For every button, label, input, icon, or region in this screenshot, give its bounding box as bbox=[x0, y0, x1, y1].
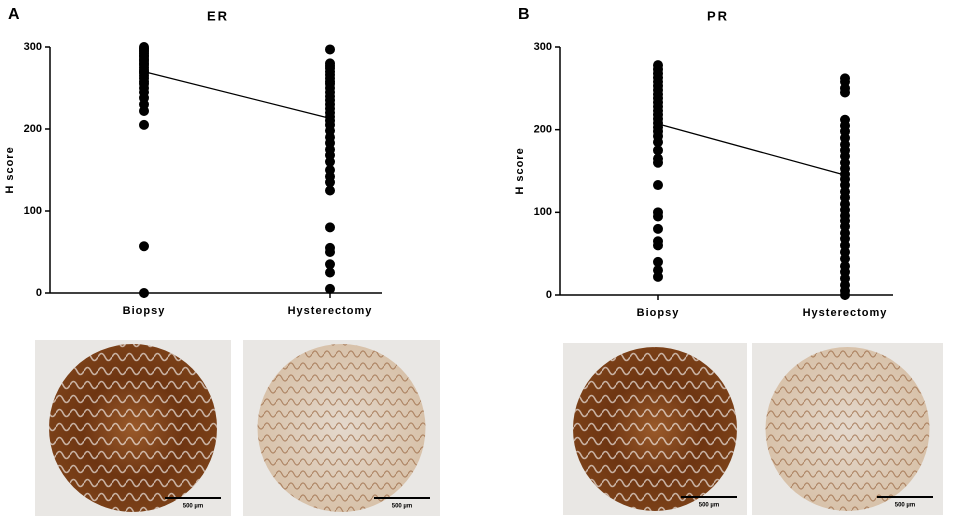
data-dot bbox=[325, 177, 335, 188]
x-tick-label: Hysterectomy bbox=[803, 307, 888, 319]
mean-line bbox=[657, 123, 846, 176]
y-tick-label: 100 bbox=[24, 205, 42, 217]
y-tick-label: 0 bbox=[546, 289, 552, 301]
data-dot bbox=[139, 288, 149, 298]
data-dot bbox=[325, 283, 335, 294]
y-axis-label: H score bbox=[514, 147, 526, 194]
y-axis-label: H score bbox=[4, 146, 16, 193]
data-dot bbox=[653, 180, 663, 191]
data-dot bbox=[325, 222, 335, 233]
data-dot bbox=[653, 256, 663, 267]
data-dot bbox=[653, 223, 663, 234]
scale-bar-label: 500 µm bbox=[392, 504, 412, 510]
panel-label: A bbox=[8, 6, 20, 23]
tissue-texture bbox=[765, 347, 930, 511]
data-dot bbox=[325, 247, 335, 257]
chart-title: PR bbox=[707, 8, 729, 23]
mean-line bbox=[143, 70, 331, 119]
data-dot bbox=[325, 267, 335, 278]
data-dot bbox=[840, 253, 850, 264]
x-tick-label: Biopsy bbox=[123, 305, 166, 317]
y-tick-label: 300 bbox=[534, 41, 552, 53]
data-dot bbox=[653, 211, 663, 222]
data-dot bbox=[325, 259, 335, 270]
tissue-texture bbox=[257, 344, 426, 512]
x-tick-label: Biopsy bbox=[637, 307, 680, 319]
data-dot bbox=[325, 156, 335, 167]
scale-bar-label: 500 µm bbox=[699, 503, 719, 509]
y-tick-label: 200 bbox=[534, 124, 552, 136]
y-tick-label: 200 bbox=[24, 123, 42, 135]
data-dot bbox=[840, 87, 850, 98]
chart-title: ER bbox=[207, 8, 229, 23]
data-dot bbox=[653, 240, 663, 251]
tissue-texture bbox=[573, 347, 737, 511]
data-dot bbox=[653, 145, 663, 156]
panel-label: B bbox=[518, 6, 530, 23]
y-tick-label: 300 bbox=[24, 41, 42, 53]
data-dot bbox=[325, 44, 335, 55]
y-tick-label: 100 bbox=[534, 206, 552, 218]
x-tick-label: Hysterectomy bbox=[288, 305, 373, 317]
y-tick-label: 0 bbox=[36, 287, 42, 299]
tissue-texture bbox=[49, 344, 217, 512]
data-dot bbox=[325, 185, 335, 196]
data-dot bbox=[139, 105, 149, 116]
data-dot bbox=[139, 241, 149, 252]
data-dot bbox=[840, 290, 850, 300]
data-dot bbox=[653, 137, 663, 148]
data-dot bbox=[653, 271, 663, 282]
scale-bar-label: 500 µm bbox=[895, 503, 915, 509]
data-dot bbox=[139, 119, 149, 130]
data-dot bbox=[653, 157, 663, 168]
scale-bar-label: 500 µm bbox=[183, 504, 203, 510]
